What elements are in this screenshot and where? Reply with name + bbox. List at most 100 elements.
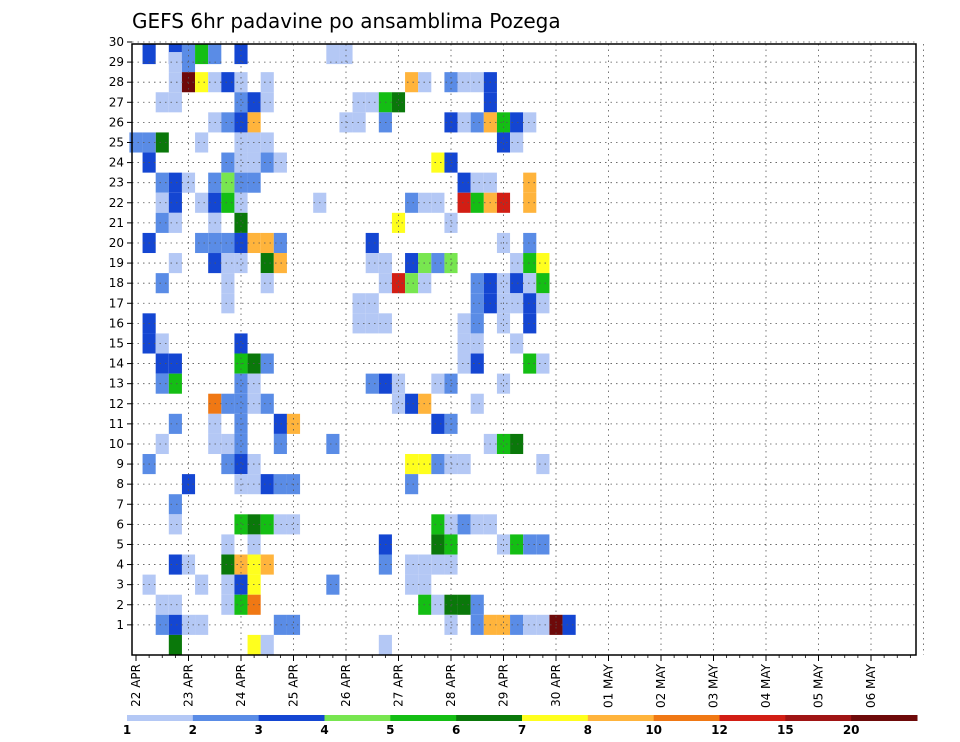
cell-229 xyxy=(457,514,471,535)
cell-79 xyxy=(221,192,235,213)
cell-281 xyxy=(523,614,537,635)
cell-84 xyxy=(431,192,445,213)
cell-216 xyxy=(260,474,274,495)
x-tick-5: 27 APR xyxy=(392,664,406,707)
cell-174 xyxy=(391,373,406,394)
cell-102 xyxy=(260,232,274,254)
colorbar-swatch-6 xyxy=(522,715,589,721)
cell-38 xyxy=(352,112,366,133)
cell-158 xyxy=(510,333,524,354)
cell-221 xyxy=(168,514,182,535)
cell-136 xyxy=(221,293,235,314)
cell-280 xyxy=(510,614,524,635)
cell-192 xyxy=(431,413,445,434)
y-tick-29: 29 xyxy=(109,55,124,69)
colorbar-label-1: 1 xyxy=(123,723,131,737)
cell-14 xyxy=(221,72,235,93)
x-tick-2: 24 APR xyxy=(234,664,248,707)
colorbar-swatch-4 xyxy=(390,715,457,721)
y-tick-26: 26 xyxy=(109,115,124,129)
y-tick-20: 20 xyxy=(109,236,124,250)
y-tick-28: 28 xyxy=(109,75,124,89)
cell-253 xyxy=(195,574,209,595)
colorbar-swatch-11 xyxy=(851,715,918,721)
cell-187 xyxy=(168,413,182,434)
cell-282 xyxy=(536,614,550,635)
cell-177 xyxy=(496,373,511,394)
cells-layer xyxy=(129,44,576,655)
cell-8 xyxy=(339,44,353,65)
cell-41 xyxy=(457,112,471,133)
cell-117 xyxy=(431,253,445,274)
cell-196 xyxy=(221,433,235,455)
cell-147 xyxy=(365,313,379,334)
cell-201 xyxy=(496,433,511,455)
cell-237 xyxy=(496,534,511,555)
cell-126 xyxy=(391,273,406,294)
cell-64 xyxy=(155,172,169,193)
colorbar-swatch-3 xyxy=(324,715,391,721)
cell-186 xyxy=(470,393,484,414)
cell-115 xyxy=(405,253,419,274)
cell-220 xyxy=(168,494,182,515)
y-tick-18: 18 xyxy=(109,276,124,290)
cell-28 xyxy=(352,92,366,113)
cell-204 xyxy=(221,454,235,475)
cell-257 xyxy=(326,574,340,595)
x-tick-11: 03 MAY xyxy=(707,663,721,708)
colorbar-swatch-10 xyxy=(785,715,852,721)
cell-260 xyxy=(155,594,169,615)
cell-113 xyxy=(365,253,379,274)
colorbar-label-15: 15 xyxy=(777,723,794,737)
y-tick-25: 25 xyxy=(109,135,124,149)
cell-157 xyxy=(470,333,484,354)
cell-190 xyxy=(273,413,287,434)
x-tick-6: 28 APR xyxy=(444,664,458,707)
cell-151 xyxy=(496,313,511,334)
cell-255 xyxy=(234,574,248,595)
y-tick-15: 15 xyxy=(109,336,124,350)
cell-152 xyxy=(523,313,537,334)
cell-146 xyxy=(352,313,366,334)
cell-217 xyxy=(273,474,287,495)
x-tick-9: 01 MAY xyxy=(602,663,616,708)
cell-202 xyxy=(510,433,524,455)
cell-119 xyxy=(510,253,524,274)
cell-55 xyxy=(510,132,524,153)
cell-137 xyxy=(352,293,366,314)
y-tick-21: 21 xyxy=(109,216,124,230)
cell-250 xyxy=(431,554,445,575)
y-tick-1: 1 xyxy=(116,618,124,632)
cell-277 xyxy=(470,614,484,635)
y-tick-7: 7 xyxy=(116,497,124,511)
colorbar: 1 2 3 4 5 6 7 8 10 12 15 20 xyxy=(123,715,918,737)
cell-143 xyxy=(523,293,537,314)
y-tick-23: 23 xyxy=(109,176,124,190)
cell-225 xyxy=(273,514,287,535)
cell-57 xyxy=(221,152,235,173)
cell-99 xyxy=(221,232,235,254)
cell-224 xyxy=(260,514,274,535)
cell-121 xyxy=(536,253,550,274)
cell-80 xyxy=(234,192,248,213)
cell-65 xyxy=(168,172,182,193)
cell-109 xyxy=(221,253,235,274)
y-tick-16: 16 xyxy=(109,316,124,330)
x-tick-4: 26 APR xyxy=(339,664,353,707)
cell-12 xyxy=(195,72,209,93)
cell-5 xyxy=(208,44,222,65)
y-tick-5: 5 xyxy=(116,537,124,551)
cell-209 xyxy=(431,454,445,475)
cell-91 xyxy=(168,212,182,233)
cell-60 xyxy=(260,152,274,173)
colorbar-swatch-0 xyxy=(127,715,194,721)
cell-142 xyxy=(510,293,524,314)
cell-261 xyxy=(168,594,182,615)
colorbar-label-7: 7 xyxy=(518,723,526,737)
cell-75 xyxy=(155,192,169,213)
cell-266 xyxy=(431,594,445,615)
colorbar-label-6: 6 xyxy=(452,723,460,737)
cell-246 xyxy=(260,554,274,575)
x-tick-0: 22 APR xyxy=(129,664,143,707)
